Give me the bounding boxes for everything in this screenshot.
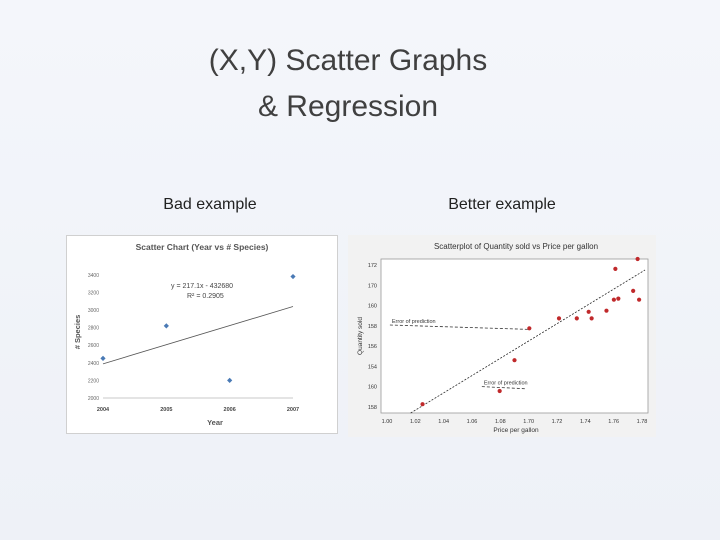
x-axis-label: Price per gallon [493, 427, 539, 434]
x-tick-label: 2004 [97, 407, 110, 413]
x-tick-label: 1.72 [552, 419, 563, 425]
x-tick-label: 1.04 [438, 419, 449, 425]
x-tick-label: 2005 [160, 407, 172, 413]
data-point [556, 316, 562, 321]
y-axis-label: # Species [73, 315, 82, 350]
x-tick-label: 1.02 [410, 419, 421, 425]
y-tick-label: 3200 [88, 290, 99, 296]
data-point [420, 402, 425, 407]
data-point [100, 355, 106, 361]
slide-title-line1: (X,Y) Scatter Graphs [208, 44, 488, 77]
x-tick-label: 1.74 [580, 419, 591, 425]
y-tick-label: 2200 [88, 378, 99, 384]
x-axis-label: Year [207, 418, 223, 427]
data-point [574, 316, 579, 321]
bad-example-chart-panel: Scatter Chart (Year vs # Species) 2000 220… [66, 235, 338, 434]
data-point [611, 297, 616, 302]
x-tick-label: 1.06 [467, 419, 478, 425]
data-point [637, 297, 642, 302]
y-tick-label: 158 [368, 324, 377, 330]
y-tick-label: 2800 [88, 326, 99, 332]
chart-title: Scatter Chart (Year vs # Species) [136, 242, 269, 252]
regression-line [410, 269, 646, 414]
y-axis-label: Quantity sold [357, 317, 364, 355]
data-point [290, 273, 296, 280]
y-tick-label: 160 [368, 304, 377, 310]
y-tick-label: 3000 [88, 308, 99, 314]
error-leader-line [389, 324, 530, 330]
plot-area [380, 258, 649, 414]
better-example-caption: Better example [448, 196, 556, 213]
data-point [512, 358, 517, 363]
x-tick-label: 2007 [287, 407, 299, 413]
r-squared-label: R² = 0.2905 [187, 293, 224, 300]
data-point [163, 323, 169, 329]
y-tick-label: 2000 [88, 396, 99, 402]
x-tick-label: 1.70 [523, 419, 534, 425]
data-point [613, 266, 618, 271]
data-point [631, 288, 636, 293]
data-point [586, 309, 591, 314]
trendline [102, 306, 294, 365]
y-tick-label: 2400 [88, 361, 99, 367]
y-tick-label: 158 [368, 405, 377, 411]
data-point [616, 296, 621, 301]
y-tick-label: 2600 [88, 343, 99, 349]
x-tick-label: 1.76 [608, 419, 619, 425]
slide-title: (X,Y) Scatter Graphs & Regression [120, 38, 576, 130]
bad-example-caption: Bad example [163, 196, 257, 213]
x-tick-label: 2006 [224, 407, 236, 413]
trendline-equation: y = 217.1x - 432680 [171, 283, 233, 290]
chart-title: Scatterplot of Quantity sold vs Price pe… [434, 242, 598, 251]
data-point [635, 256, 640, 262]
y-tick-label: 172 [368, 263, 377, 269]
error-annotation: Error of prediction [392, 319, 436, 325]
x-tick-label: 1.08 [495, 419, 506, 425]
y-tick-label: 170 [368, 283, 377, 289]
y-tick-label: 156 [368, 344, 377, 350]
y-tick-label: 154 [368, 364, 377, 370]
data-point [527, 326, 532, 331]
y-tick-label: 160 [368, 385, 377, 391]
better-example-chart-panel: Scatterplot of Quantity sold vs Price pe… [348, 235, 656, 437]
data-point [604, 308, 609, 313]
error-annotation: Error of prediction [484, 381, 528, 387]
bad-example-chart: Scatter Chart (Year vs # Species) 2000 220… [73, 242, 299, 427]
better-example-chart: Scatterplot of Quantity sold vs Price pe… [357, 242, 649, 434]
data-point [497, 388, 502, 394]
x-tick-label: 1.00 [382, 419, 393, 425]
data-point [227, 377, 233, 383]
data-point [589, 316, 594, 321]
y-tick-label: 3400 [88, 273, 99, 279]
error-leader-line [481, 386, 527, 390]
x-tick-label: 1.78 [637, 419, 648, 425]
slide-title-line2: & Regression [257, 90, 439, 123]
